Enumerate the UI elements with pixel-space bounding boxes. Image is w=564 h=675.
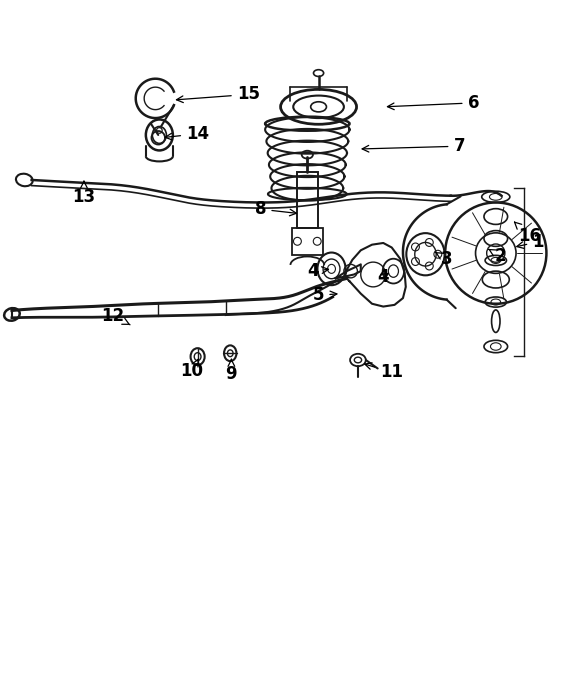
Text: 4: 4 [377, 268, 389, 286]
Text: 16: 16 [514, 222, 541, 245]
Text: 2: 2 [489, 247, 506, 265]
Text: 6: 6 [387, 94, 479, 112]
Text: 13: 13 [72, 182, 95, 206]
Text: 12: 12 [102, 307, 130, 325]
Text: 14: 14 [165, 125, 209, 143]
Text: 1: 1 [517, 233, 544, 251]
Text: 8: 8 [255, 200, 297, 218]
Text: 9: 9 [226, 359, 237, 383]
Text: 5: 5 [313, 286, 337, 304]
Text: 3: 3 [435, 250, 452, 268]
Text: 10: 10 [180, 359, 204, 380]
Text: 4: 4 [307, 262, 328, 280]
Bar [292, 227, 323, 254]
Text: 7: 7 [362, 137, 465, 155]
Bar [297, 171, 318, 227]
Text: 15: 15 [177, 86, 260, 103]
Text: 11: 11 [365, 363, 403, 381]
